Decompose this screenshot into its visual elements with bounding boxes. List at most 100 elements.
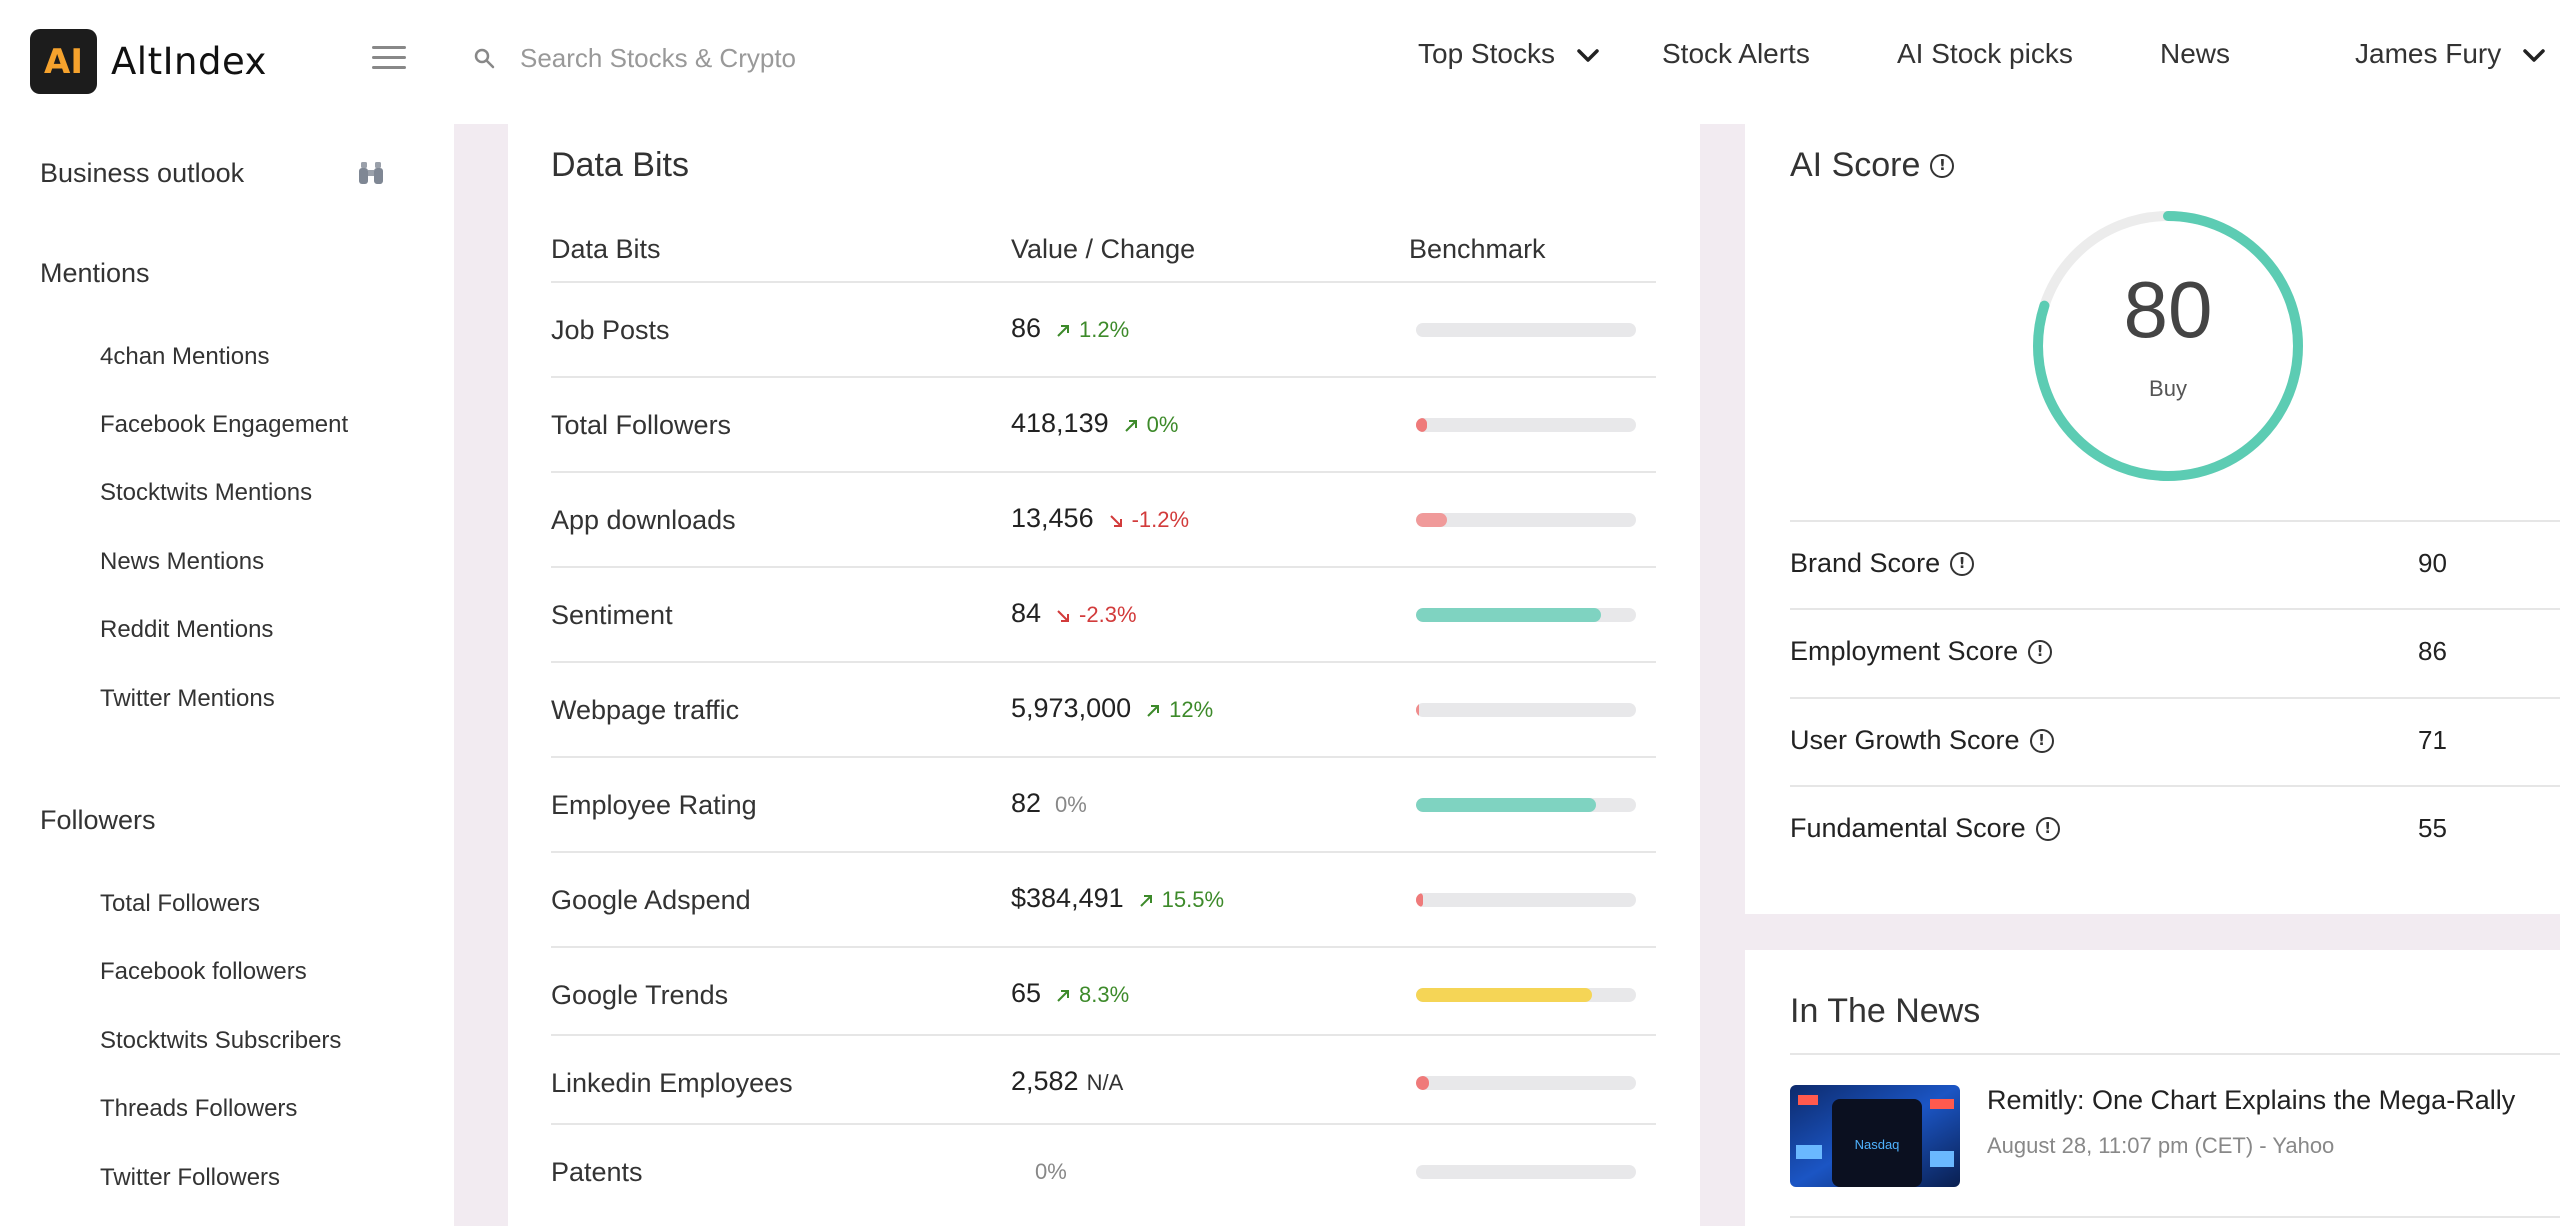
benchmark-bar-fill — [1416, 988, 1592, 1002]
info-icon[interactable]: ! — [2035, 816, 2060, 841]
value-text: $384,491 — [1011, 883, 1124, 913]
benchmark-bar-fill — [1416, 1076, 1430, 1090]
divider — [1790, 1216, 2560, 1218]
benchmark-bar — [1416, 1165, 1636, 1179]
table-row[interactable]: Patents 0% — [551, 1123, 1656, 1218]
row-value: 418,139 0% — [1011, 408, 1178, 439]
row-name: Patents — [551, 1157, 643, 1187]
sidebar-item-news-mentions[interactable]: News Mentions — [100, 548, 265, 575]
row-value: $384,491 15.5% — [1011, 883, 1224, 914]
change-badge: 8.3% — [1055, 982, 1129, 1007]
sidebar-item-4chan-mentions[interactable]: 4chan Mentions — [100, 343, 270, 370]
ai-score-card: AI Score ! 80 Buy Brand Score! 90 Employme… — [1745, 124, 2560, 914]
row-name: Sentiment — [551, 600, 673, 630]
change-badge: 0% — [1055, 792, 1087, 817]
sidebar-item-threads-followers[interactable]: Threads Followers — [100, 1095, 298, 1122]
benchmark-bar — [1416, 798, 1636, 812]
row-name: Job Posts — [551, 315, 670, 345]
sidebar-item-twitter-mentions[interactable]: Twitter Mentions — [100, 685, 275, 712]
row-name: Total Followers — [551, 410, 732, 440]
table-row[interactable]: Employee Rating 82 0% — [551, 756, 1656, 851]
sidebar-section-mentions[interactable]: Mentions — [40, 258, 150, 288]
nav-stock-alerts[interactable]: Stock Alerts — [1662, 38, 1810, 69]
row-value: 65 8.3% — [1011, 978, 1129, 1009]
ai-score-heading: AI Score ! — [1790, 146, 1955, 185]
news-meta: August 28, 11:07 pm (CET) - Yahoo — [1987, 1133, 2335, 1158]
benchmark-bar — [1416, 323, 1636, 337]
table-row[interactable]: Linkedin Employees 2,582 N/A — [551, 1034, 1656, 1129]
info-icon[interactable]: ! — [2028, 639, 2053, 664]
row-name: Google Trends — [551, 980, 729, 1010]
score-value: 90 — [2418, 548, 2447, 578]
nav-ai-stock-picks[interactable]: AI Stock picks — [1897, 38, 2073, 69]
benchmark-bar-fill — [1416, 418, 1427, 432]
value-text: 5,973,000 — [1011, 693, 1132, 723]
row-value: 84 -2.3% — [1011, 598, 1137, 629]
table-row[interactable]: Webpage traffic 5,973,000 12% — [551, 661, 1656, 756]
change-badge: 0% — [1123, 412, 1178, 437]
change-text: -2.3% — [1079, 602, 1137, 627]
value-text: 82 — [1011, 788, 1042, 818]
user-name: James Fury — [2355, 38, 2502, 69]
logo[interactable]: AI AltIndex — [30, 29, 267, 94]
table-row[interactable]: App downloads 13,456 -1.2% — [551, 471, 1656, 566]
ai-score-value: 80 — [2124, 265, 2213, 354]
table-row[interactable]: Sentiment 84 -2.3% — [551, 566, 1656, 661]
sidebar-item-reddit-mentions[interactable]: Reddit Mentions — [100, 616, 274, 643]
row-name: Google Adspend — [551, 885, 751, 915]
benchmark-bar-fill — [1416, 893, 1423, 907]
benchmark-bar — [1416, 703, 1636, 717]
info-icon[interactable]: ! — [1950, 551, 1975, 576]
table-row[interactable]: Google Trends 65 8.3% — [551, 946, 1656, 1041]
change-text: 8.3% — [1079, 982, 1130, 1007]
score-row: User Growth Score! 71 — [1790, 697, 2560, 785]
sidebar-item-facebook-followers[interactable]: Facebook followers — [100, 958, 307, 985]
data-bits-card: Data Bits Data Bits Value / Change Bench… — [508, 124, 1700, 1226]
info-icon[interactable]: ! — [1930, 153, 1955, 178]
row-value: 2,582 N/A — [1011, 1066, 1123, 1097]
arrow-up-right-icon — [1057, 325, 1070, 337]
hamburger-menu-icon[interactable] — [372, 46, 406, 70]
sidebar-item-stocktwits-subscribers[interactable]: Stocktwits Subscribers — [100, 1027, 342, 1054]
score-label: User Growth Score! — [1790, 725, 2054, 756]
arrow-down-right-icon — [1057, 610, 1070, 623]
change-text: 15.5% — [1161, 887, 1225, 912]
ai-score-verdict: Buy — [2149, 376, 2187, 401]
value-text: 418,139 — [1011, 408, 1109, 438]
arrow-up-right-icon — [1147, 705, 1160, 717]
row-value: 5,973,000 12% — [1011, 693, 1213, 724]
sidebar-item-total-followers[interactable]: Total Followers — [100, 890, 261, 917]
news-headline[interactable]: Remitly: One Chart Explains the Mega-Ral… — [1987, 1085, 2516, 1115]
table-row[interactable]: Total Followers 418,139 0% — [551, 376, 1656, 471]
sidebar-item-stocktwits-mentions[interactable]: Stocktwits Mentions — [100, 479, 313, 506]
sidebar-section-followers[interactable]: Followers — [40, 805, 156, 835]
sidebar-item-facebook-engagement[interactable]: Facebook Engagement — [100, 411, 349, 438]
search-input[interactable] — [520, 36, 1020, 80]
news-thumbnail[interactable]: Nasdaq — [1790, 1085, 1960, 1187]
change-text: -1.2% — [1131, 507, 1190, 532]
arrow-up-right-icon — [1139, 895, 1152, 907]
benchmark-bar-fill — [1416, 703, 1420, 717]
search-icon — [474, 48, 495, 69]
change-badge: 15.5% — [1138, 887, 1224, 912]
nav-news[interactable]: News — [2160, 38, 2231, 69]
score-label-text: Brand Score — [1790, 548, 1941, 578]
news-title: In The News — [1790, 992, 1981, 1030]
ai-score-title: AI Score — [1790, 146, 1921, 184]
logo-mark: AI — [30, 29, 97, 94]
score-row: Employment Score! 86 — [1790, 608, 2560, 696]
change-text: 1.2% — [1079, 317, 1130, 342]
gauge-arc — [2033, 211, 2303, 481]
benchmark-bar — [1416, 608, 1636, 622]
sidebar-business-outlook[interactable]: Business outlook — [40, 158, 245, 188]
sidebar-item-twitter-followers[interactable]: Twitter Followers — [100, 1164, 281, 1191]
user-menu[interactable]: James Fury — [2355, 38, 2545, 70]
info-icon[interactable]: ! — [2029, 728, 2054, 753]
table-row[interactable]: Google Adspend $384,491 15.5% — [551, 851, 1656, 946]
nav-top-stocks-label: Top Stocks — [1418, 38, 1555, 69]
table-row[interactable]: Job Posts 86 1.2% — [551, 281, 1656, 376]
ai-score-gauge: 80 Buy — [2033, 211, 2303, 481]
nav-top-stocks[interactable]: Top Stocks — [1418, 38, 1599, 70]
benchmark-bar-fill — [1416, 513, 1447, 527]
benchmark-bar — [1416, 1076, 1636, 1090]
